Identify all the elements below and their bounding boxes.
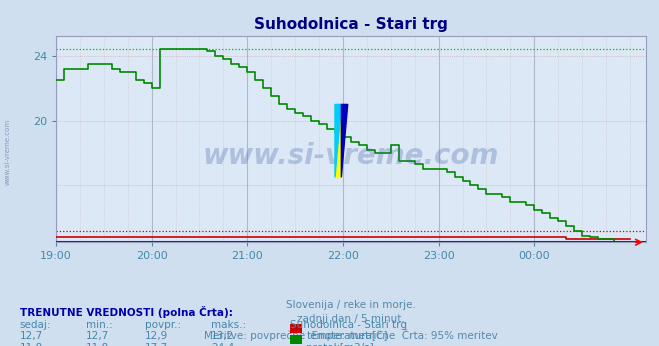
Text: 12,7: 12,7 (20, 331, 43, 342)
Text: Suhodolnica - Stari trg: Suhodolnica - Stari trg (290, 320, 407, 330)
Polygon shape (341, 104, 348, 177)
Text: 12,9: 12,9 (145, 331, 168, 342)
Text: povpr.:: povpr.: (145, 320, 181, 330)
Text: 11,8: 11,8 (20, 343, 43, 346)
Text: 13,2: 13,2 (211, 331, 234, 342)
Text: www.si-vreme.com: www.si-vreme.com (5, 119, 11, 185)
Text: Slovenija / reke in morje.
zadnji dan / 5 minut.
Meritve: povprečne  Enote: metr: Slovenija / reke in morje. zadnji dan / … (204, 300, 498, 341)
Text: maks.:: maks.: (211, 320, 246, 330)
Bar (335, 104, 341, 177)
Text: www.si-vreme.com: www.si-vreme.com (203, 142, 499, 170)
Text: pretok[m3/s]: pretok[m3/s] (306, 343, 374, 346)
Text: temperatura[C]: temperatura[C] (306, 331, 388, 342)
Title: Suhodolnica - Stari trg: Suhodolnica - Stari trg (254, 17, 448, 33)
Text: 12,7: 12,7 (86, 331, 109, 342)
Polygon shape (335, 104, 341, 177)
Text: 24,4: 24,4 (211, 343, 234, 346)
Text: 11,8: 11,8 (86, 343, 109, 346)
Text: sedaj:: sedaj: (20, 320, 51, 330)
Text: 17,7: 17,7 (145, 343, 168, 346)
Text: min.:: min.: (86, 320, 113, 330)
Text: TRENUTNE VREDNOSTI (polna Črta):: TRENUTNE VREDNOSTI (polna Črta): (20, 306, 233, 318)
